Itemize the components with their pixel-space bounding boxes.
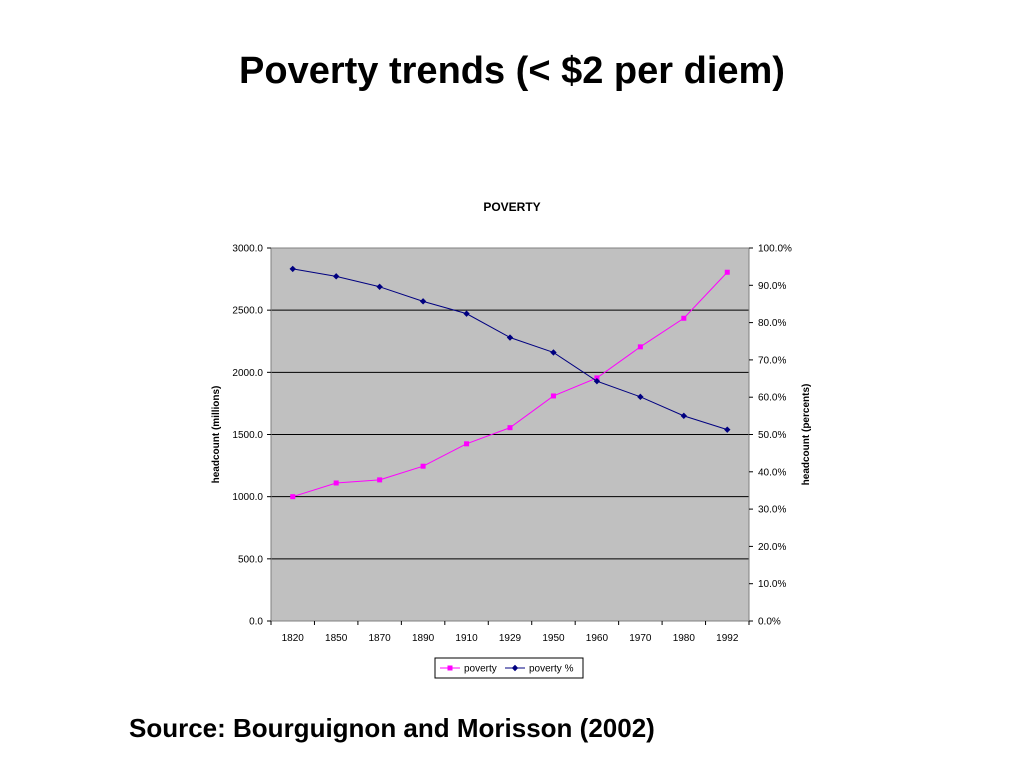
x-tick-label: 1929	[499, 633, 522, 644]
data-point-poverty	[637, 393, 644, 401]
right-tick-label: 10.0%	[758, 579, 786, 590]
series-poverty	[290, 269, 730, 500]
x-tick-label: 1950	[542, 633, 565, 644]
x-tick-label: 1870	[369, 633, 392, 644]
right-tick-label: 70.0%	[758, 355, 786, 366]
right-tick-label: 80.0%	[758, 318, 786, 329]
source-caption: Source: Bourguignon and Morisson (2002)	[129, 713, 655, 743]
data-point-poverty	[681, 315, 687, 321]
right-tick-label: 50.0%	[758, 430, 786, 441]
data-point-poverty	[550, 393, 556, 399]
data-point-poverty	[332, 273, 340, 280]
x-axis-ticks: 1820 1850 1870 1890 1910 1929 1950 1960 1970 1980…	[270, 621, 750, 644]
left-tick-label: 2500.0	[232, 306, 263, 317]
x-tick-label: 1910	[455, 633, 478, 644]
legend-label-poverty: poverty %	[529, 664, 574, 675]
data-point-poverty	[637, 344, 643, 350]
legend: poverty poverty %	[434, 657, 584, 679]
left-tick-label: 1500.0	[232, 430, 263, 441]
data-point-poverty	[289, 265, 296, 273]
left-tick-label: 3000.0	[232, 244, 263, 255]
data-point-poverty	[377, 477, 383, 483]
data-point-poverty	[333, 480, 339, 486]
data-point-poverty	[550, 349, 557, 356]
x-tick-label: 1820	[282, 633, 305, 644]
legend-label-poverty: poverty	[464, 664, 497, 675]
data-point-poverty	[507, 425, 513, 431]
right-tick-label: 40.0%	[758, 467, 786, 478]
data-point-poverty	[464, 441, 470, 447]
right-tick-label: 0.0%	[758, 617, 781, 628]
data-point-poverty	[724, 426, 731, 433]
data-point-poverty	[290, 494, 296, 500]
data-point-poverty	[594, 375, 600, 381]
right-axis-label: headcount (percents)	[801, 384, 812, 486]
x-tick-label: 1960	[586, 633, 609, 644]
chart-title: POVERTY	[483, 200, 540, 214]
series-poverty	[289, 265, 731, 433]
x-tick-label: 1980	[673, 633, 696, 644]
right-tick-label: 30.0%	[758, 505, 786, 516]
left-axis-ticks: 0.0 500.0 1000.0 1500.0 2000.0 2500.0 3000.0	[232, 244, 271, 628]
left-tick-label: 2000.0	[232, 368, 263, 379]
series-layer	[289, 265, 731, 500]
data-point-poverty	[419, 298, 427, 305]
x-tick-label: 1970	[629, 633, 652, 644]
legend-marker-poverty	[447, 665, 453, 671]
legend-marker-poverty	[511, 664, 519, 672]
x-tick-label: 1850	[325, 633, 348, 644]
right-tick-label: 20.0%	[758, 542, 786, 553]
data-point-poverty	[463, 310, 470, 317]
right-axis-ticks: 0.0% 10.0% 20.0% 30.0% 40.0% 50.0% 60.0% 70.0% 8…	[749, 244, 792, 628]
left-tick-label: 1000.0	[232, 492, 263, 503]
left-tick-label: 500.0	[238, 554, 263, 565]
data-point-poverty	[593, 377, 601, 385]
x-tick-label: 1992	[716, 633, 739, 644]
left-axis-label: headcount (millions)	[211, 386, 222, 484]
x-tick-label: 1890	[412, 633, 435, 644]
slide-title: Poverty trends (< $2 per diem)	[239, 50, 785, 92]
right-tick-label: 90.0%	[758, 281, 786, 292]
right-tick-label: 100.0%	[758, 244, 792, 255]
data-point-poverty	[376, 283, 383, 290]
data-point-poverty	[506, 334, 514, 341]
data-point-poverty	[680, 412, 688, 420]
data-point-poverty	[724, 269, 730, 275]
right-tick-label: 60.0%	[758, 393, 786, 404]
left-tick-label: 0.0	[249, 617, 263, 628]
data-point-poverty	[420, 463, 426, 469]
